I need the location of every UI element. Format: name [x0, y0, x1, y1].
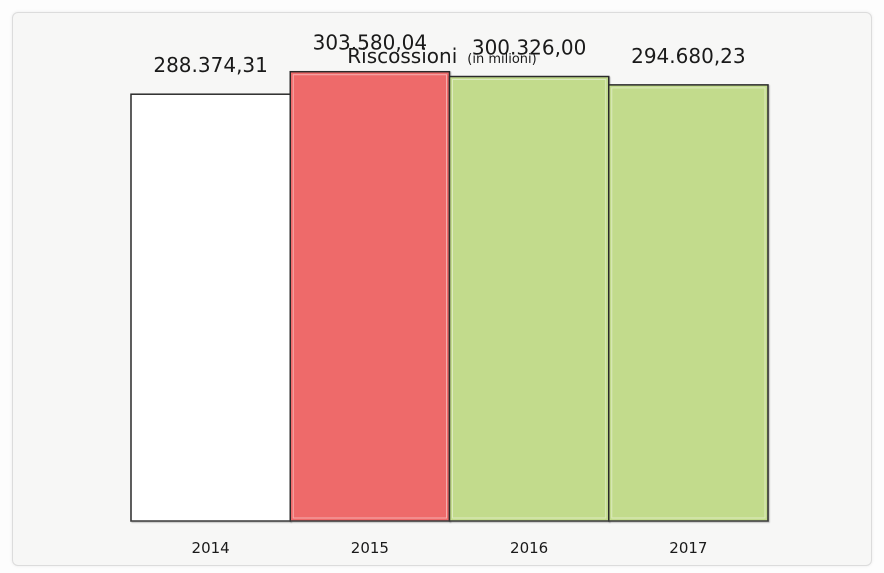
- chart-title-main: Riscossioni: [347, 44, 458, 68]
- bar-highlight-2015: [292, 74, 447, 519]
- chart-title-subtitle: (in milioni): [467, 52, 537, 67]
- bars-group: [130, 70, 769, 522]
- x-tick-label-2016: 2016: [510, 539, 548, 557]
- x-tick-labels-group: 2014 2015 2016 2017: [192, 539, 708, 557]
- value-label-2014: 288.374,31: [153, 53, 268, 77]
- value-label-2016: 300.326,00: [472, 36, 587, 60]
- x-tick-label-2014: 2014: [192, 539, 230, 557]
- value-label-2017: 294.680,23: [631, 44, 746, 68]
- bar-2014: [130, 93, 291, 522]
- bar-highlight-2017: [611, 87, 766, 519]
- x-tick-label-2017: 2017: [669, 539, 707, 557]
- value-labels-group: 288.374,31 303.580,04 300.326,00 294.680,23: [153, 31, 745, 78]
- bar-2017: [608, 84, 769, 522]
- bar-highlight-2016: [452, 79, 607, 519]
- bar-2016: [448, 75, 610, 522]
- value-label-2015: 303.580,04: [313, 31, 428, 55]
- x-tick-label-2015: 2015: [351, 539, 389, 557]
- bar-highlight-2014: [133, 96, 288, 519]
- chart-title: Riscossioni (in milioni): [0, 44, 884, 68]
- bar-2015: [289, 70, 451, 522]
